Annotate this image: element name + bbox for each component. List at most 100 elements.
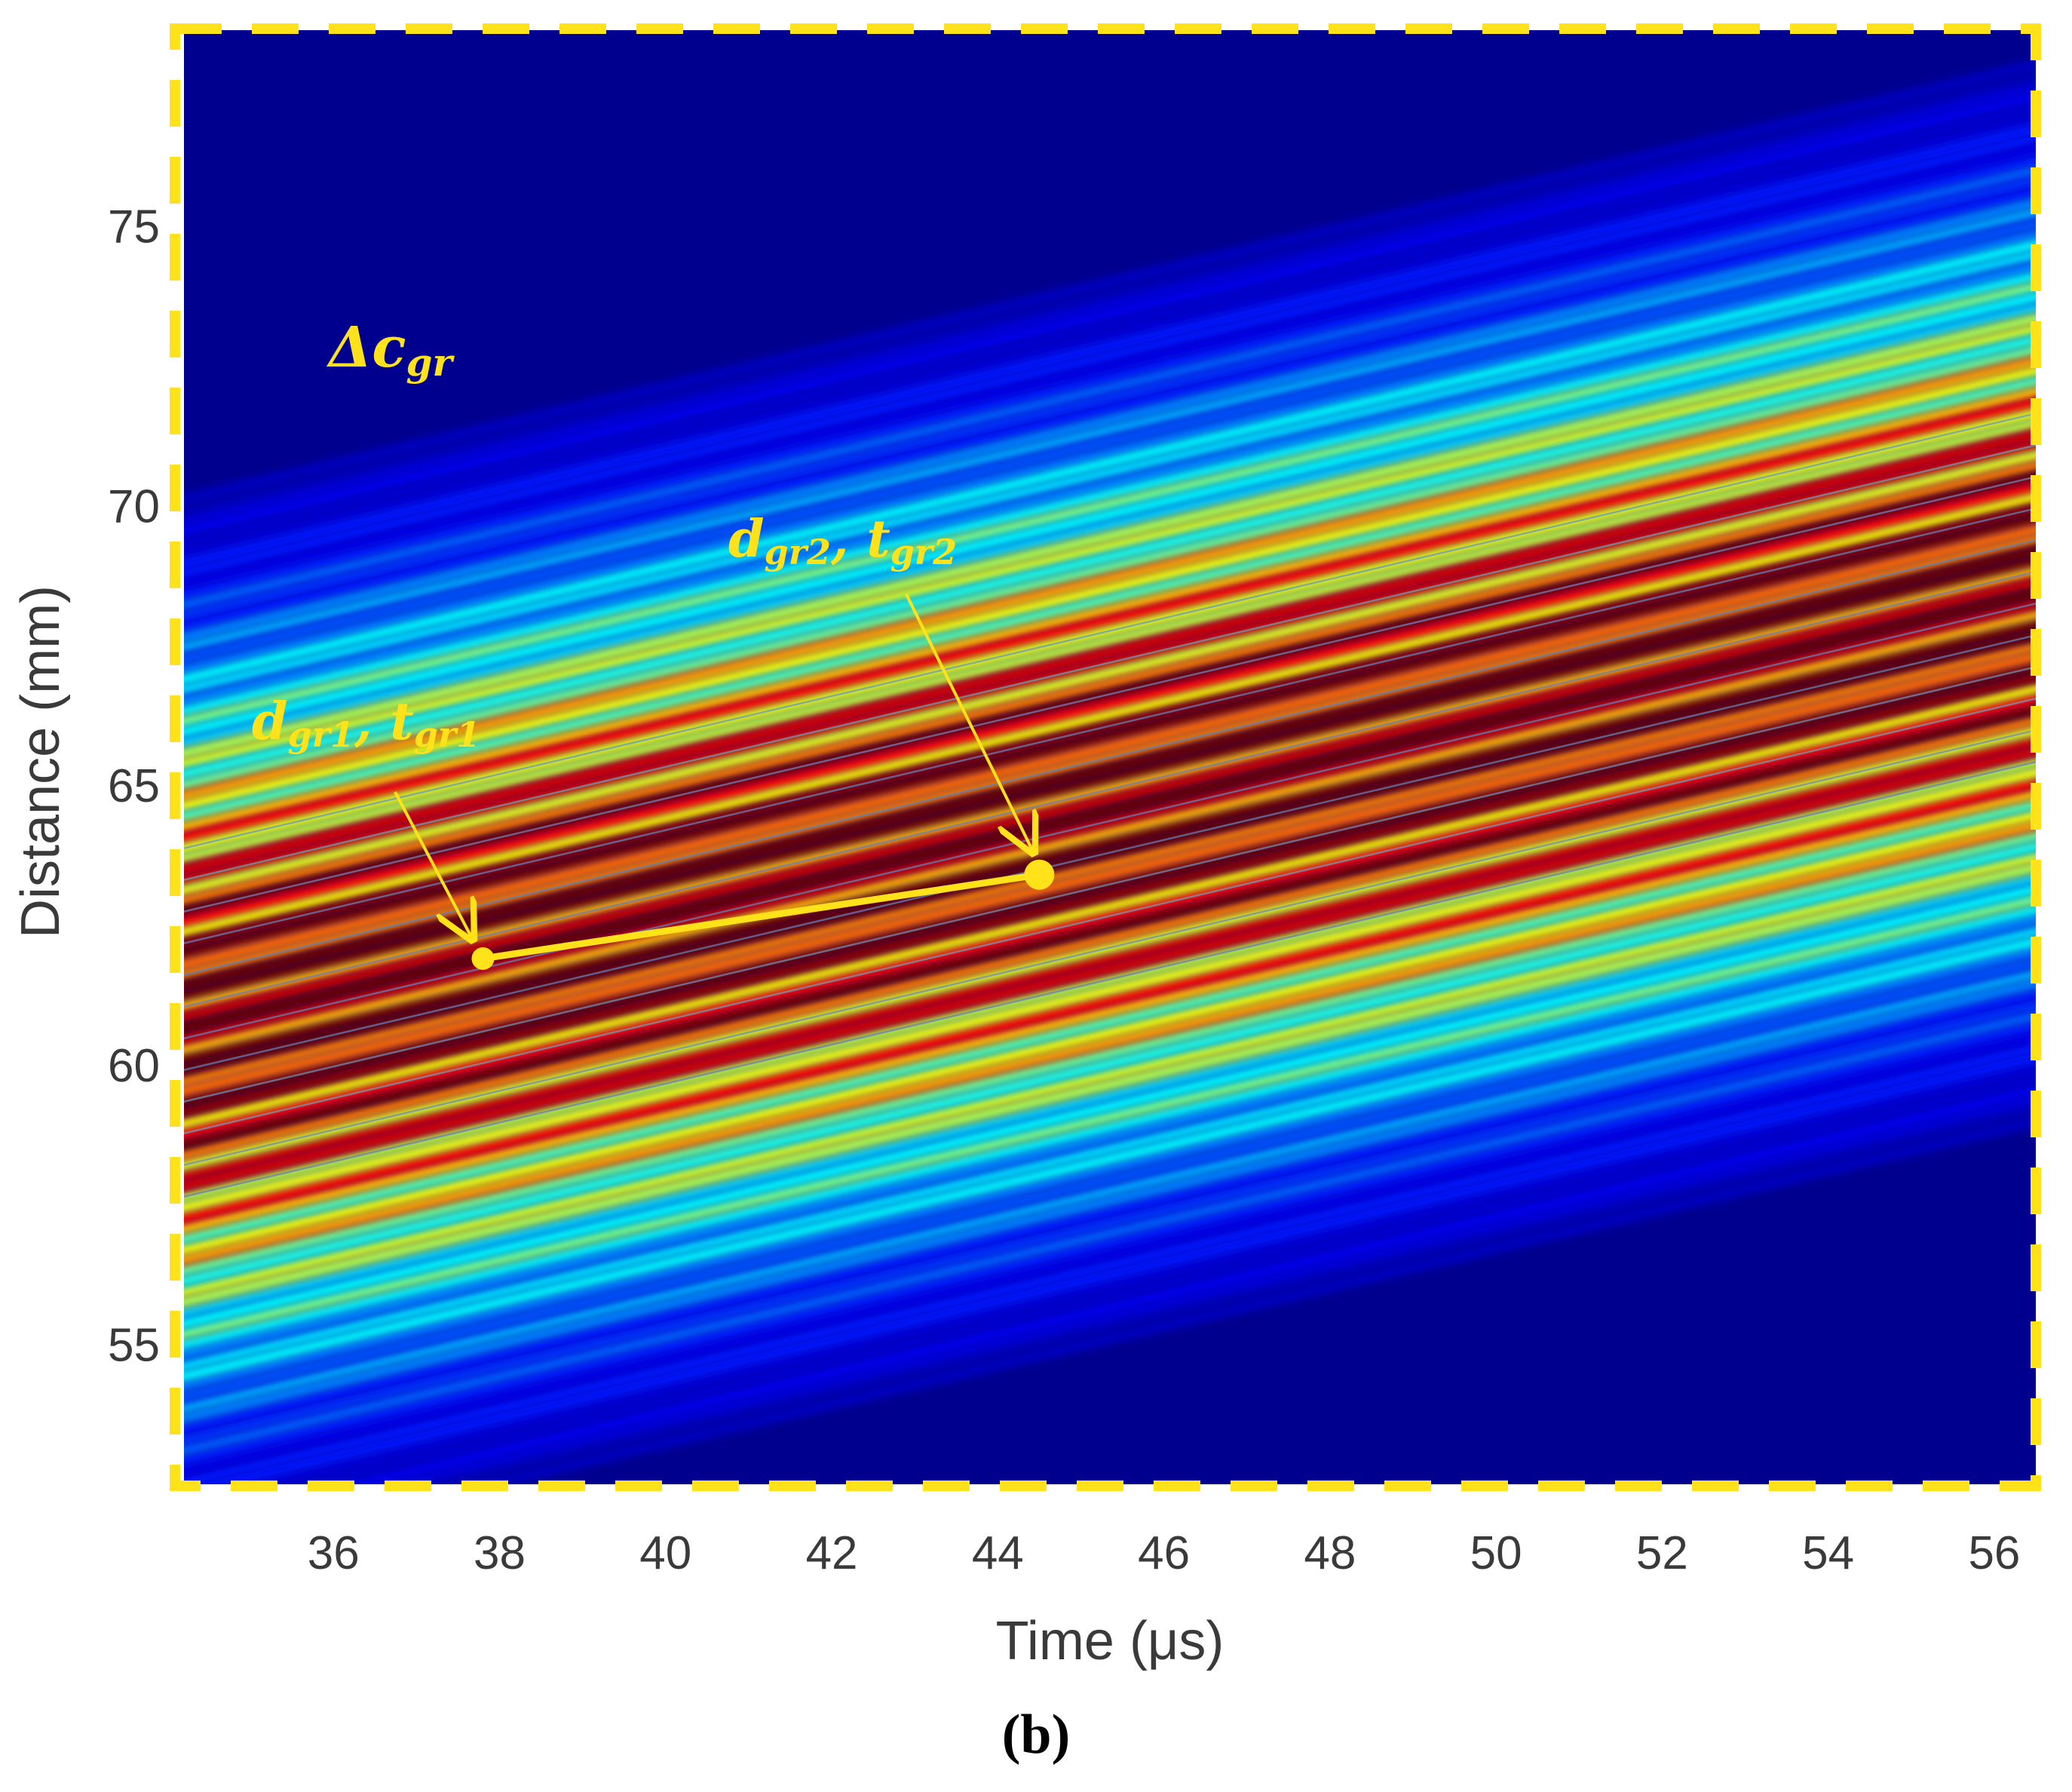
heatmap-band-highlight — [184, 760, 2036, 1198]
heatmap-band-highlight — [184, 475, 2036, 913]
y-tick-label: 60 — [108, 1040, 160, 1092]
heatmap-band-stripe — [184, 935, 2036, 1382]
heatmap-band-stripe — [184, 112, 2036, 559]
point2-t: t — [866, 509, 890, 569]
heatmap-band-stripe — [184, 956, 2036, 1404]
connector-line — [479, 871, 1043, 962]
heatmap-band-stripe — [184, 354, 2036, 802]
heatmap-band-stripe — [184, 682, 2036, 1129]
point2-arrow — [905, 594, 1033, 852]
heatmap-band-stripe — [184, 713, 2036, 1161]
heatmap-band-stripe — [184, 249, 2036, 696]
y-tick-label: 75 — [108, 201, 160, 253]
heatmap-band-stripe — [184, 481, 2036, 928]
heatmap-band-stripe — [184, 914, 2036, 1361]
x-tick-label: 48 — [1304, 1527, 1356, 1579]
heatmap-band-stripe — [184, 671, 2036, 1118]
heatmap-band-highlight — [184, 507, 2036, 944]
heatmap-band-stripe — [184, 450, 2036, 897]
point2-label: dgr2, tgr2 — [728, 509, 957, 572]
heatmap-band-stripe — [184, 281, 2036, 728]
heatmap-band-stripe — [184, 291, 2036, 738]
x-tick-label: 54 — [1802, 1527, 1854, 1579]
heatmap-band-stripe — [184, 397, 2036, 844]
x-axis-label: Time (μs) — [996, 1611, 1225, 1671]
point1-t: t — [390, 692, 413, 752]
heatmap-band-stripe — [184, 555, 2036, 1002]
heatmap-band-stripe — [184, 238, 2036, 686]
heatmap-band-stripe — [184, 259, 2036, 707]
heatmap-band-stripe — [184, 840, 2036, 1287]
point1-label: dgr1, tgr1 — [252, 692, 480, 755]
heatmap-band-highlight — [184, 665, 2036, 1103]
heatmap-band-stripe — [184, 122, 2036, 569]
heatmap-band-stripe — [184, 576, 2036, 1023]
heatmap-band-stripe — [184, 819, 2036, 1266]
x-tick-label: 42 — [806, 1527, 858, 1579]
heatmap-band-stripe — [184, 418, 2036, 865]
heatmap-band-highlight — [184, 443, 2036, 881]
x-axis-ticks: 36 38 40 42 44 46 48 50 52 54 56 — [308, 1527, 2021, 1579]
heatmap-band-stripe — [184, 861, 2036, 1309]
heatmap-band-stripe — [238, 1062, 2036, 1484]
heatmap-band-stripe — [184, 1030, 2036, 1477]
heatmap-band-stripe — [463, 1115, 2036, 1484]
x-tick-label: 56 — [1968, 1527, 2020, 1579]
heatmap-band-stripe — [184, 196, 2036, 643]
heatmap-band-stripe — [184, 830, 2036, 1277]
heatmap-band-stripe — [184, 513, 2036, 960]
heatmap-band-stripe — [184, 207, 2036, 654]
heatmap-band-highlight — [184, 697, 2036, 1134]
heatmap-band-stripe — [184, 925, 2036, 1372]
heatmap-band-highlight — [184, 634, 2036, 1071]
heatmap-band-stripe — [373, 1094, 2036, 1484]
heatmap-band-stripe — [184, 851, 2036, 1298]
heatmap-band-stripe — [184, 228, 2036, 675]
heatmap-band-stripe — [184, 735, 2036, 1182]
heatmap-band-stripe — [184, 323, 2036, 770]
heatmap-band-stripe — [184, 640, 2036, 1087]
heatmap-band-stripe — [184, 999, 2036, 1446]
heatmap-band-stripe — [184, 376, 2036, 823]
annotation-arrows — [394, 594, 1033, 939]
x-tick-label: 50 — [1470, 1527, 1522, 1579]
heatmap-band-stripe — [184, 492, 2036, 939]
heatmap-band-stripe — [184, 618, 2036, 1066]
y-tick-label: 65 — [108, 760, 160, 812]
heatmap-band-highlight — [184, 539, 2036, 976]
heatmap-band-stripe — [184, 946, 2036, 1393]
y-axis-ticks: 55 60 65 70 75 — [108, 201, 160, 1372]
heatmap-band-stripe — [283, 1072, 2036, 1484]
x-tick-label: 36 — [308, 1527, 360, 1579]
heatmap-band-stripe — [184, 312, 2036, 759]
point1-d: d — [252, 692, 288, 752]
heatmap-band-highlight — [184, 729, 2036, 1166]
heatmap-band-stripe — [184, 69, 2036, 517]
heatmap-band-stripe — [184, 893, 2036, 1340]
heatmap-band-stripe — [184, 175, 2036, 622]
heatmap-band-stripe — [184, 91, 2036, 538]
heatmap-band-stripe — [184, 545, 2036, 992]
point1-arrow — [394, 791, 472, 939]
heatmap-band-highlight — [184, 570, 2036, 1008]
x-tick-label: 46 — [1138, 1527, 1190, 1579]
heatmap-band-stripe — [184, 133, 2036, 580]
point1-marker — [471, 947, 495, 970]
heatmap-band-stripe — [184, 787, 2036, 1235]
heatmap-band-stripe — [418, 1104, 2036, 1484]
heatmap-band-stripe — [184, 333, 2036, 781]
heatmap-band-stripe — [184, 703, 2036, 1150]
x-tick-label: 44 — [972, 1527, 1024, 1579]
annotation-points — [471, 859, 1055, 970]
heatmap-plot-area — [170, 23, 2041, 1491]
heatmap-band-stripe — [184, 766, 2036, 1214]
y-tick-label: 70 — [108, 480, 160, 532]
point1-sep: , — [354, 692, 390, 752]
point2-marker — [1024, 859, 1055, 890]
point1-d-sub: gr1 — [288, 714, 354, 755]
heatmap-band-stripe — [184, 386, 2036, 833]
y-axis-label: Distance (mm) — [11, 585, 71, 938]
point2-d-sub: gr2 — [765, 532, 831, 572]
heatmap-band-stripe — [184, 904, 2036, 1351]
